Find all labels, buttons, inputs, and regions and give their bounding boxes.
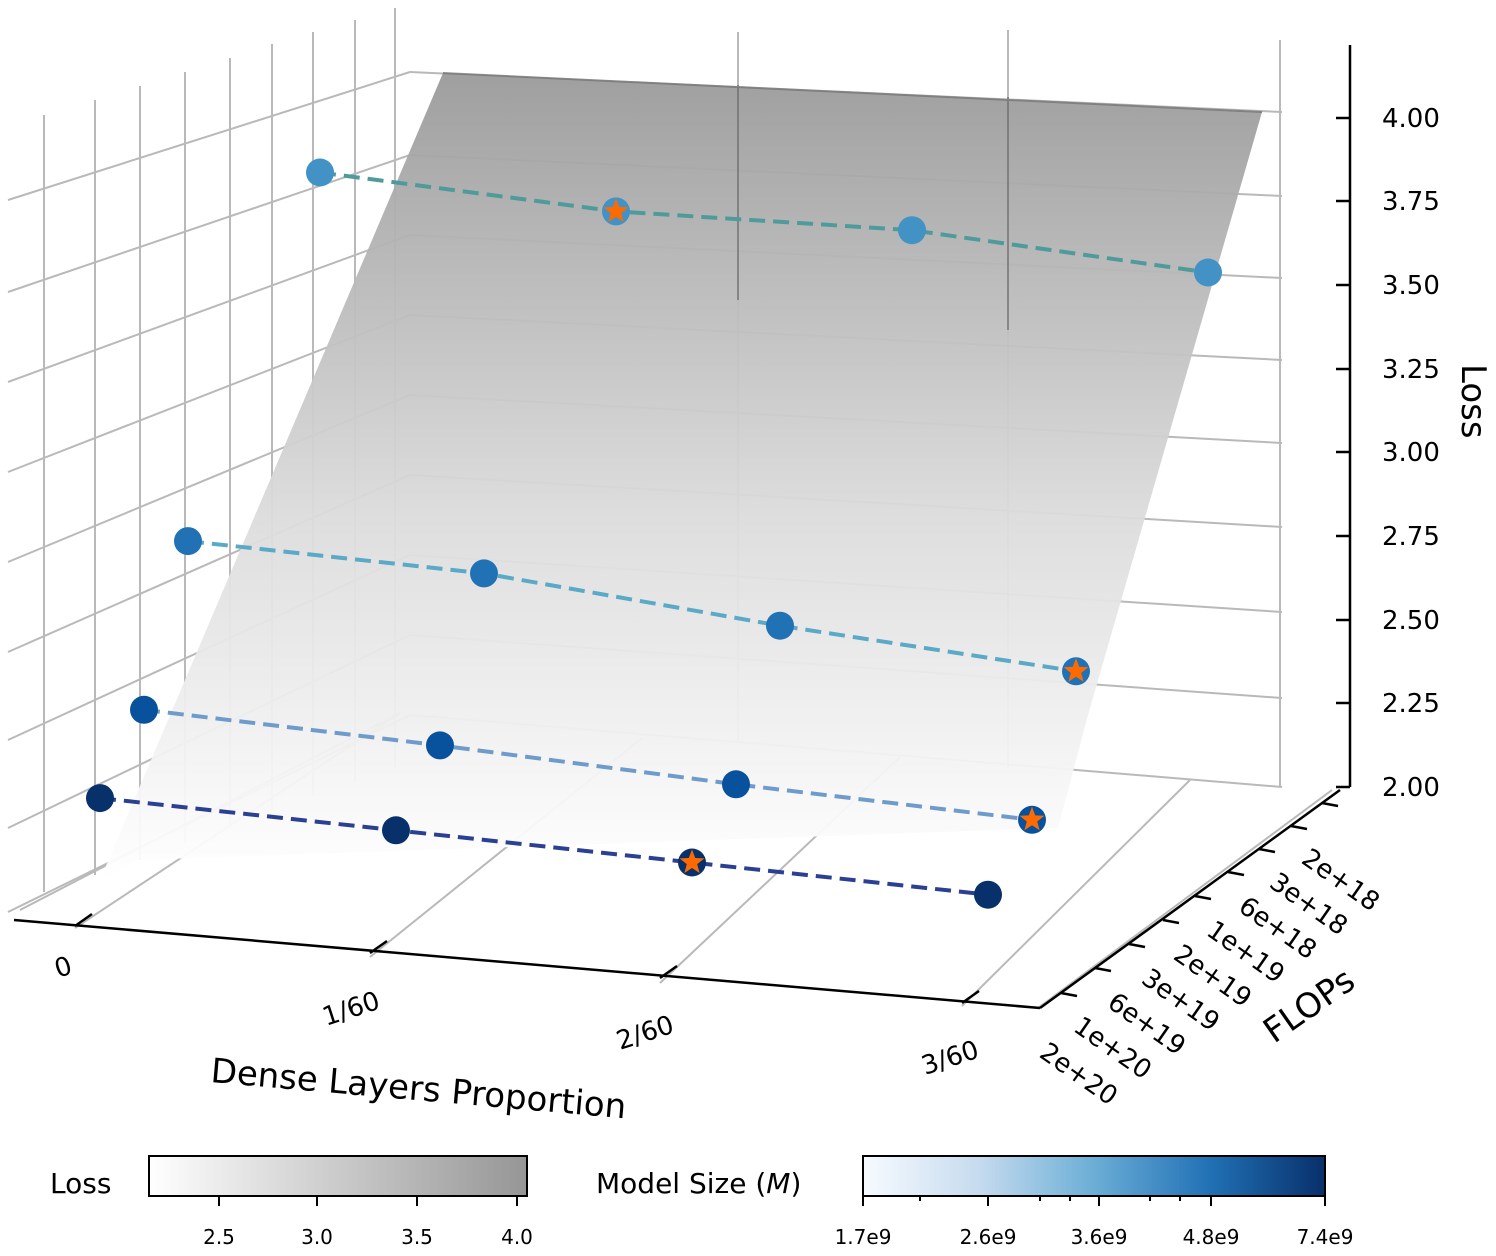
- optimal-star-marker: [1063, 658, 1089, 682]
- colorbar-loss-tick: 4.0: [501, 1225, 533, 1249]
- colorbar-model-size-label: Model Size (M): [596, 1167, 801, 1200]
- x-tick-label: 3/60: [918, 1035, 983, 1082]
- x-axis-title: Dense Layers Proportion: [209, 1051, 628, 1127]
- axes: [13, 45, 1352, 1010]
- colorbar-loss-tick: 3.5: [401, 1225, 433, 1249]
- data-point: [174, 527, 202, 556]
- z-tick-labels: 4.00 3.75 3.50 3.25 3.00 2.75 2.50 2.25 …: [1382, 104, 1440, 803]
- fitted-surface: [100, 73, 1262, 880]
- series-6e+19: [174, 527, 1090, 686]
- colorbar-loss-gradient: [148, 1155, 528, 1197]
- x-tick-label: 0: [51, 951, 76, 985]
- series-1e+20: [130, 695, 1046, 834]
- colorbar-model-size-tick: 3.6e9: [1071, 1225, 1128, 1249]
- colorbar-model-size: Model Size (M) 1.7e9 2.6e9 3.6e9 4.8e9 7…: [596, 1155, 1354, 1249]
- colorbar-model-size-tick: 7.4e9: [1297, 1225, 1354, 1249]
- data-point: [130, 695, 158, 724]
- z-tick-label: 3.75: [1382, 187, 1440, 217]
- z-tick-label: 2.25: [1382, 689, 1440, 719]
- data-point: [306, 158, 334, 187]
- series-1e+19: [306, 158, 1222, 287]
- data-point: [426, 731, 454, 760]
- z-ticks: [1336, 116, 1350, 789]
- series-line: [143, 707, 1033, 822]
- series-line: [319, 170, 1209, 275]
- z-tick-label: 2.50: [1382, 606, 1440, 636]
- x-ticks: [74, 912, 980, 1005]
- colorbar-loss-tick: 2.5: [203, 1225, 235, 1249]
- data-point: [382, 816, 410, 845]
- optimal-star-marker: [679, 849, 705, 873]
- z-tick-label: 3.00: [1382, 438, 1440, 468]
- colorbar-model-size-tick: 4.8e9: [1183, 1225, 1240, 1249]
- colorbar-loss-label: Loss: [50, 1167, 111, 1200]
- data-point: [470, 559, 498, 588]
- series-2e+20: [86, 784, 1002, 909]
- colorbar-model-size-gradient: [862, 1155, 1326, 1197]
- z-axis-title: Loss: [1453, 364, 1493, 439]
- y-ticks: [1060, 801, 1339, 998]
- colorbar-model-size-tick: 2.6e9: [960, 1225, 1017, 1249]
- z-tick-label: 3.25: [1382, 355, 1440, 385]
- colorbar-loss: Loss 2.5 3.0 3.5 4.0: [50, 1155, 533, 1249]
- x-tick-label: 2/60: [613, 1010, 678, 1057]
- z-tick-label: 4.00: [1382, 104, 1440, 134]
- surface-grid: [442, 72, 1263, 330]
- optimal-star-marker: [1019, 806, 1045, 831]
- z-tick-label: 3.50: [1382, 271, 1440, 301]
- data-point: [898, 216, 926, 245]
- x-tick-label: 1/60: [319, 986, 384, 1033]
- z-tick-label: 2.75: [1382, 522, 1440, 552]
- colorbar-model-size-tick: 1.7e9: [835, 1225, 892, 1249]
- z-tick-label: 2.00: [1382, 773, 1440, 803]
- data-point: [974, 880, 1002, 909]
- series-line: [99, 796, 989, 897]
- data-point: [86, 784, 114, 813]
- series-layer: [86, 158, 1222, 909]
- optimal-star-marker: [603, 198, 629, 222]
- x-tick-labels: 0 1/60 2/60 3/60: [51, 951, 983, 1082]
- colorbar-loss-tick: 3.0: [301, 1225, 333, 1249]
- data-point: [766, 611, 794, 640]
- data-point: [1194, 258, 1222, 287]
- series-line: [187, 539, 1077, 674]
- data-point: [722, 770, 750, 799]
